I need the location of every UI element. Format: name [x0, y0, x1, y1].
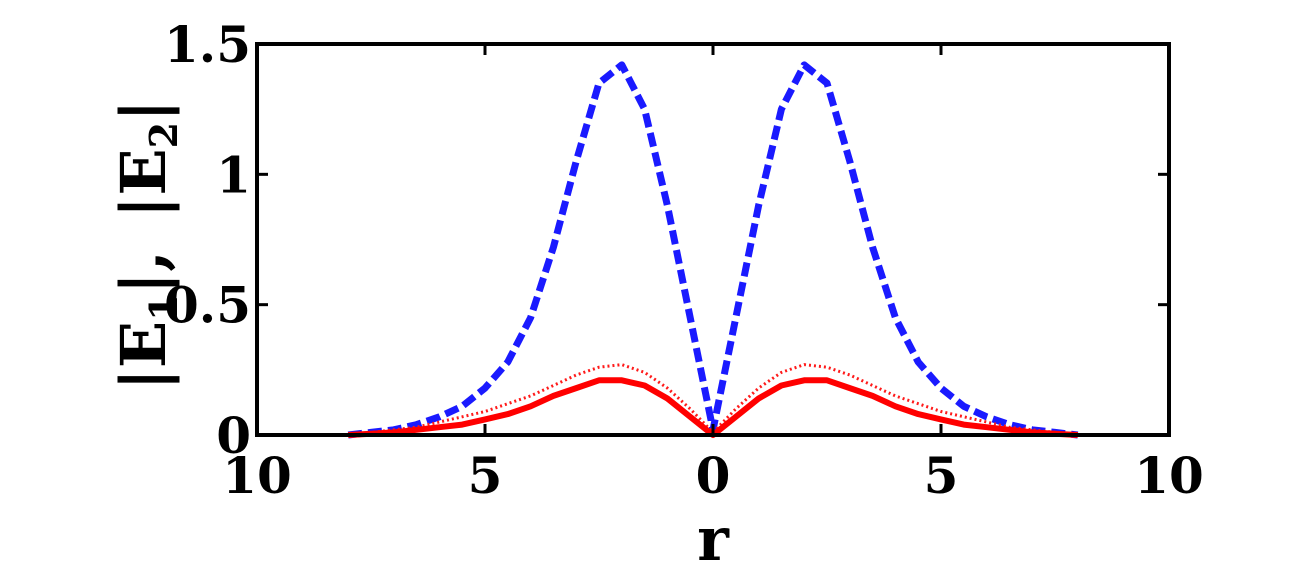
y-tick-label: 0	[216, 406, 251, 465]
series-line-dashed	[347, 61, 1079, 439]
y-axis-title-bar: |	[107, 99, 180, 122]
x-tick-label: 0	[696, 446, 731, 505]
x-tick-label: 10	[222, 446, 292, 505]
y-axis-title-e2: E	[107, 148, 180, 195]
tick-layer	[255, 42, 1171, 437]
y-axis-title-sub2: 2	[141, 122, 186, 148]
plot-frame	[255, 42, 1171, 437]
y-axis-title-bar: |	[107, 196, 180, 219]
y-axis-title-e1: E	[107, 321, 180, 368]
series-layer	[347, 61, 1079, 439]
y-axis-title-bar: |	[107, 368, 180, 391]
y-tick-label: 1.5	[164, 15, 251, 74]
x-tick-label: 5	[924, 446, 959, 505]
y-tick-label: 0.5	[164, 276, 251, 335]
y-axis-title-sub1: 1	[141, 294, 186, 320]
series-line-dotted	[348, 363, 1078, 437]
y-axis-title-bar: |	[107, 272, 180, 295]
y-tick-label: 1	[216, 145, 251, 204]
x-tick-label: 10	[1134, 446, 1204, 505]
y-axis-title: |E1|,|E2|	[107, 99, 186, 390]
svg-text:|E1|,|E2|: |E1|,|E2|	[107, 99, 186, 390]
y-axis-title-comma: ,	[107, 250, 180, 272]
x-tick-label: 5	[468, 446, 503, 505]
x-axis-title: r	[697, 505, 730, 575]
